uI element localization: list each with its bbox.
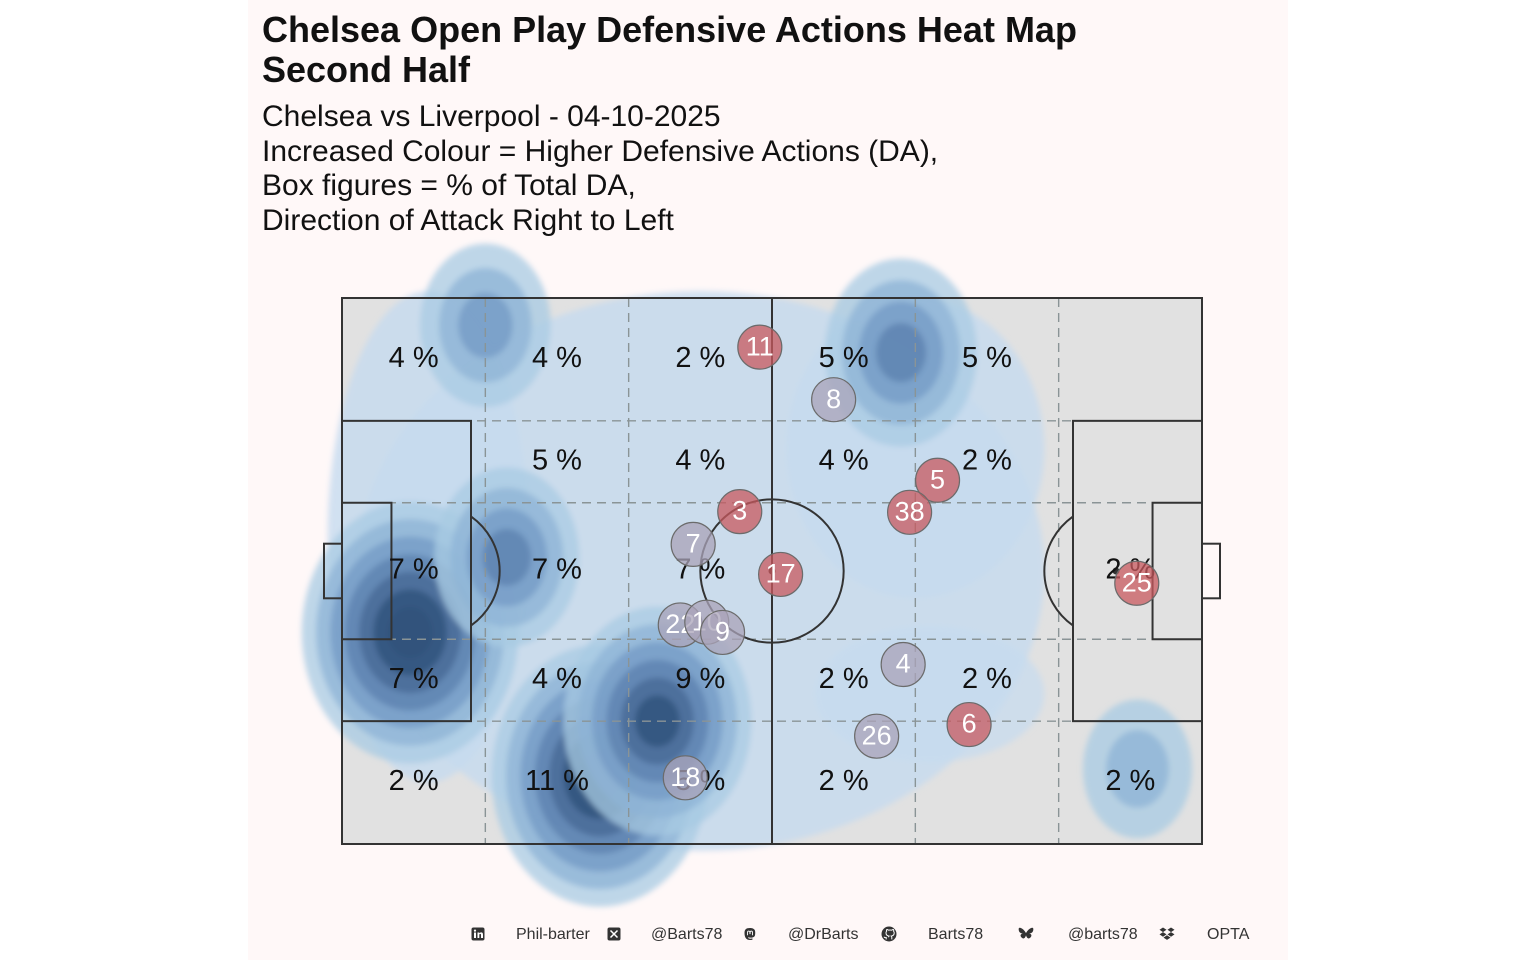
caption-label-linkedin: Phil-barter xyxy=(516,926,590,943)
player-marker: 7 xyxy=(670,521,716,567)
dropbox-icon xyxy=(1159,926,1175,942)
zone-percentage: 5 % xyxy=(819,342,869,374)
caption-label-x: @Barts78 xyxy=(651,926,723,943)
density-contour xyxy=(482,528,531,586)
player-marker: 3 xyxy=(717,489,763,535)
zone-percentage: 2 % xyxy=(819,765,869,797)
zone-percentage-labels: 4 % 4 % 2 % 5 % 5 % 5 % 4 % 4 % 2 % 7 % 7 % 7 % 2 % 7… xyxy=(389,342,1156,797)
player-marker: 11 xyxy=(737,324,783,370)
zone-percentage: 2 % xyxy=(389,765,439,797)
subtitle-line-2: Increased Colour = Higher Defensive Acti… xyxy=(262,134,939,168)
right-penalty-arc xyxy=(1043,515,1074,627)
player-dot xyxy=(757,551,804,598)
player-dot xyxy=(946,701,992,748)
player-dot xyxy=(880,641,926,688)
left-goal xyxy=(323,542,343,600)
zone-percentage: 4 % xyxy=(675,444,725,476)
player-number: 18 xyxy=(670,762,700,792)
player-dot xyxy=(737,324,783,370)
player-dot xyxy=(854,713,900,759)
subtitle-line-3: Box figures = % of Total DA, xyxy=(262,169,636,202)
player-number: 3 xyxy=(732,496,747,526)
player-marker: 8 xyxy=(811,377,857,423)
player-number: 7 xyxy=(686,529,701,559)
player-dot xyxy=(886,489,933,535)
player-marker: 5 xyxy=(914,457,961,503)
density-contour xyxy=(875,323,927,383)
zone-percentage: 7 % xyxy=(389,554,439,586)
caption-label-opta: OPTA xyxy=(1207,926,1250,943)
player-number: 5 xyxy=(930,464,945,494)
player-number: 6 xyxy=(962,709,977,739)
zone-percentage: 7 % xyxy=(389,663,439,695)
centre-circle xyxy=(699,498,845,644)
chart-subtitle: Chelsea vs Liverpool - 04-10-2025 Increa… xyxy=(262,100,1262,238)
player-dot xyxy=(699,609,746,656)
player-marker: 6 xyxy=(946,701,992,748)
title-line-2: Second Half xyxy=(262,49,471,90)
caption-bar: Phil-barter @Barts78 @DrBarts Barts78 @b… xyxy=(248,922,1288,950)
player-number: 17 xyxy=(766,559,796,589)
zone-percentage: 2 % xyxy=(675,342,725,374)
zone-percentage: 4 % xyxy=(532,342,582,374)
player-marker: 25 xyxy=(1114,560,1160,606)
zone-percentage: 7 % xyxy=(532,554,582,586)
player-number: 11 xyxy=(746,331,774,361)
subtitle-line-1: Chelsea vs Liverpool - 04-10-2025 xyxy=(262,100,721,133)
zone-percentage: 4 % xyxy=(819,444,869,476)
player-dot xyxy=(717,489,763,535)
player-marker: 4 xyxy=(880,641,926,688)
player-dot xyxy=(1114,560,1160,606)
caption-label-bluesky: @barts78 xyxy=(1068,926,1138,943)
player-number: 4 xyxy=(896,649,911,679)
zone-percentage: 2 % xyxy=(1105,765,1155,797)
zone-percentage: 2 % xyxy=(819,663,869,695)
mastodon-icon xyxy=(742,926,758,942)
player-dot xyxy=(662,755,708,801)
zone-percentage: 9 % xyxy=(675,663,725,695)
player-dot xyxy=(670,521,716,567)
player-marker: 18 xyxy=(662,755,708,801)
zone-percentage: 2 % xyxy=(962,663,1012,695)
right-goal xyxy=(1201,542,1221,600)
player-number: 9 xyxy=(715,617,730,647)
chart-title: Chelsea Open Play Defensive Actions Heat… xyxy=(262,10,1262,90)
player-marker: 26 xyxy=(854,713,900,759)
player-marker: 9 xyxy=(699,609,746,656)
density-contour xyxy=(1106,730,1169,808)
player-marker: 38 xyxy=(886,489,933,535)
player-number: 26 xyxy=(862,720,892,750)
zone-percentage: 4 % xyxy=(532,663,582,695)
caption-label-github: Barts78 xyxy=(928,926,984,943)
player-marker: 17 xyxy=(757,551,804,598)
caption-label-mastodon: @DrBarts xyxy=(788,926,859,943)
zone-percentage: 5 % xyxy=(962,342,1012,374)
player-number: 38 xyxy=(895,496,925,526)
x-twitter-icon xyxy=(606,926,622,942)
zone-percentage: 11 % xyxy=(525,765,589,797)
player-number: 25 xyxy=(1122,567,1152,597)
title-line-1: Chelsea Open Play Defensive Actions Heat… xyxy=(262,9,1077,50)
density-contour xyxy=(387,606,433,658)
zone-percentage: 4 % xyxy=(389,342,439,374)
player-dot xyxy=(811,377,857,423)
left-penalty-arc xyxy=(470,515,501,627)
zone-percentage: 5 % xyxy=(532,444,582,476)
player-dot xyxy=(914,457,961,503)
bluesky-icon xyxy=(1018,926,1034,942)
zone-percentage: 2 % xyxy=(962,444,1012,476)
player-number: 8 xyxy=(826,384,841,414)
pitch-markings xyxy=(323,297,1221,845)
subtitle-line-4: Direction of Attack Right to Left xyxy=(262,203,674,237)
player-markers: 11853837172522109462618 xyxy=(657,324,1160,801)
linkedin-icon xyxy=(470,926,486,942)
github-icon xyxy=(881,926,897,942)
density-contour xyxy=(458,292,513,358)
